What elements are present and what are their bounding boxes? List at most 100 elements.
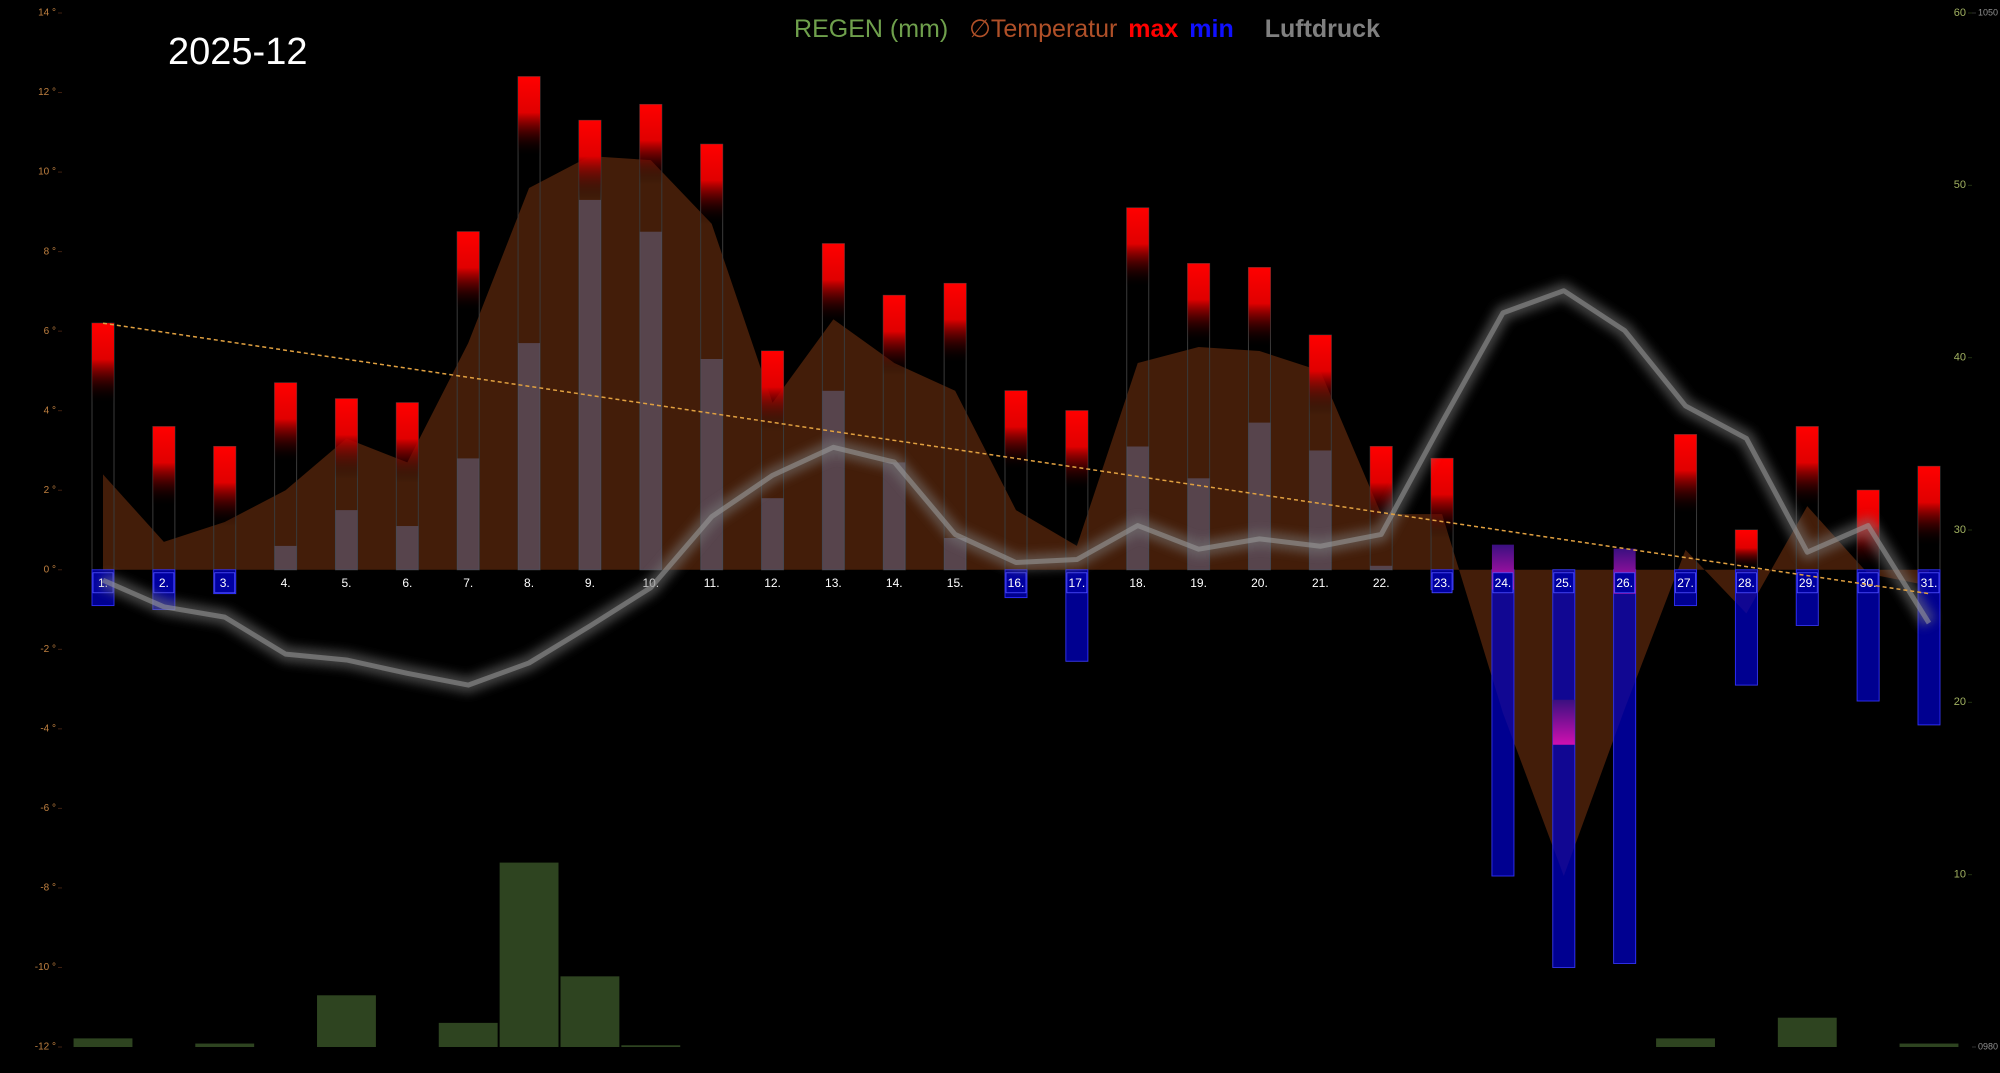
day-label-box <box>214 572 236 594</box>
max-bar <box>1126 207 1149 288</box>
x-tick-label: 26. <box>1616 576 1633 590</box>
max-bar <box>1674 434 1697 515</box>
y-tick-label: -4 ° <box>40 723 56 734</box>
min-bar <box>1491 569 1515 877</box>
x-tick-label: 29. <box>1799 576 1816 590</box>
min-bar <box>335 510 358 570</box>
min-bar <box>457 458 480 570</box>
max-bar <box>1918 466 1940 547</box>
min-bar <box>1552 569 1576 968</box>
max-bar <box>1248 267 1271 348</box>
max-bar <box>883 295 906 376</box>
max-bar <box>1187 263 1210 344</box>
legend-pressure: Luftdruck <box>1265 15 1380 43</box>
max-bar <box>335 398 358 479</box>
max-bar <box>700 144 723 225</box>
y-tick-label: 2 ° <box>44 485 56 496</box>
legend: REGEN (mm) ∅Temperatur max min Luftdruck <box>794 15 1380 43</box>
rain-bar <box>317 995 376 1047</box>
x-tick-label: 7. <box>463 576 473 590</box>
max-bar <box>1735 530 1758 570</box>
legend-min: min <box>1189 15 1233 43</box>
min-bar <box>578 199 601 570</box>
x-tick-label: 13. <box>825 576 842 590</box>
min-bar <box>822 390 845 570</box>
rain-bar <box>438 1022 498 1047</box>
mean-temp-area <box>103 156 1929 876</box>
y3-tick-label: 1050 <box>1978 7 1998 17</box>
day-label-box <box>1614 572 1636 594</box>
chart-title: 2025-12 <box>168 31 307 73</box>
x-tick-label: 8. <box>524 576 534 590</box>
day-label-box <box>1796 572 1818 594</box>
x-tick-label: 14. <box>886 576 903 590</box>
x-tick-label: 9. <box>585 576 595 590</box>
y-tick-label: 10 ° <box>38 167 56 178</box>
rain-bar <box>1899 1043 1959 1047</box>
x-tick-label: 2. <box>159 576 169 590</box>
min-bar <box>761 498 784 570</box>
max-bar <box>822 243 845 324</box>
x-tick-label: 19. <box>1190 576 1207 590</box>
y2-tick-label: 10 <box>1954 869 1966 881</box>
y2-tick-label: 30 <box>1954 524 1966 536</box>
day-label-box <box>1736 572 1757 594</box>
x-tick-label: 15. <box>947 576 964 590</box>
max-bar <box>1370 446 1393 527</box>
x-tick-label: 4. <box>281 576 291 590</box>
x-tick-label: 23. <box>1434 576 1451 590</box>
max-bar <box>1065 410 1088 491</box>
legend-max: max <box>1128 15 1178 43</box>
rain-bar <box>73 1038 133 1047</box>
x-tick-label: 24. <box>1495 576 1512 590</box>
x-tick-label: 28. <box>1738 576 1755 590</box>
x-tick-label: 16. <box>1008 576 1025 590</box>
x-tick-label: 11. <box>704 576 720 590</box>
x-tick-label: 22. <box>1373 576 1390 590</box>
max-bar <box>761 351 784 432</box>
max-bar <box>274 382 297 463</box>
x-tick-label: 25. <box>1555 576 1572 590</box>
min-bar <box>1613 569 1637 964</box>
max-bar <box>92 323 114 404</box>
y-tick-label: 8 ° <box>44 246 56 257</box>
y-tick-label: -2 ° <box>40 644 56 655</box>
x-tick-label: 20. <box>1251 576 1268 590</box>
rain-bar <box>1656 1038 1715 1047</box>
max-bar <box>1796 426 1819 507</box>
day-label-box <box>1066 572 1088 594</box>
rain-bar <box>499 862 559 1047</box>
x-tick-label: 31. <box>1921 576 1938 590</box>
min-bar <box>1126 446 1149 570</box>
x-tick-label: 21. <box>1312 576 1329 590</box>
y2-tick-label: 50 <box>1954 179 1966 191</box>
max-bar <box>518 76 541 157</box>
y3-tick-label: 0980 <box>1978 1041 1998 1051</box>
y-tick-label: 6 ° <box>44 326 56 337</box>
day-label-box <box>1675 572 1696 594</box>
min-bar <box>1370 565 1393 570</box>
min-bar <box>883 462 906 570</box>
y-tick-label: 4 ° <box>44 405 56 416</box>
x-tick-label: 5. <box>341 576 351 590</box>
rain-bar <box>621 1045 681 1047</box>
max-bar <box>944 283 967 364</box>
x-tick-label: 27. <box>1677 576 1694 590</box>
legend-rain: REGEN (mm) <box>794 15 948 43</box>
max-bar <box>578 120 601 200</box>
x-tick-label: 30. <box>1860 576 1877 590</box>
rain-bar <box>1777 1017 1837 1047</box>
x-tick-label: 12. <box>764 576 781 590</box>
y-tick-label: 0 ° <box>44 564 56 575</box>
x-tick-label: 6. <box>402 576 412 590</box>
min-bar <box>639 231 662 570</box>
rain-bar <box>195 1043 255 1047</box>
max-bar <box>152 426 175 507</box>
max-bar <box>396 402 419 483</box>
max-bar <box>213 446 236 527</box>
day-label-box <box>153 572 175 594</box>
day-label-box <box>1005 572 1027 594</box>
y2-tick-label: 40 <box>1954 352 1966 364</box>
y-tick-label: -8 ° <box>40 883 56 894</box>
